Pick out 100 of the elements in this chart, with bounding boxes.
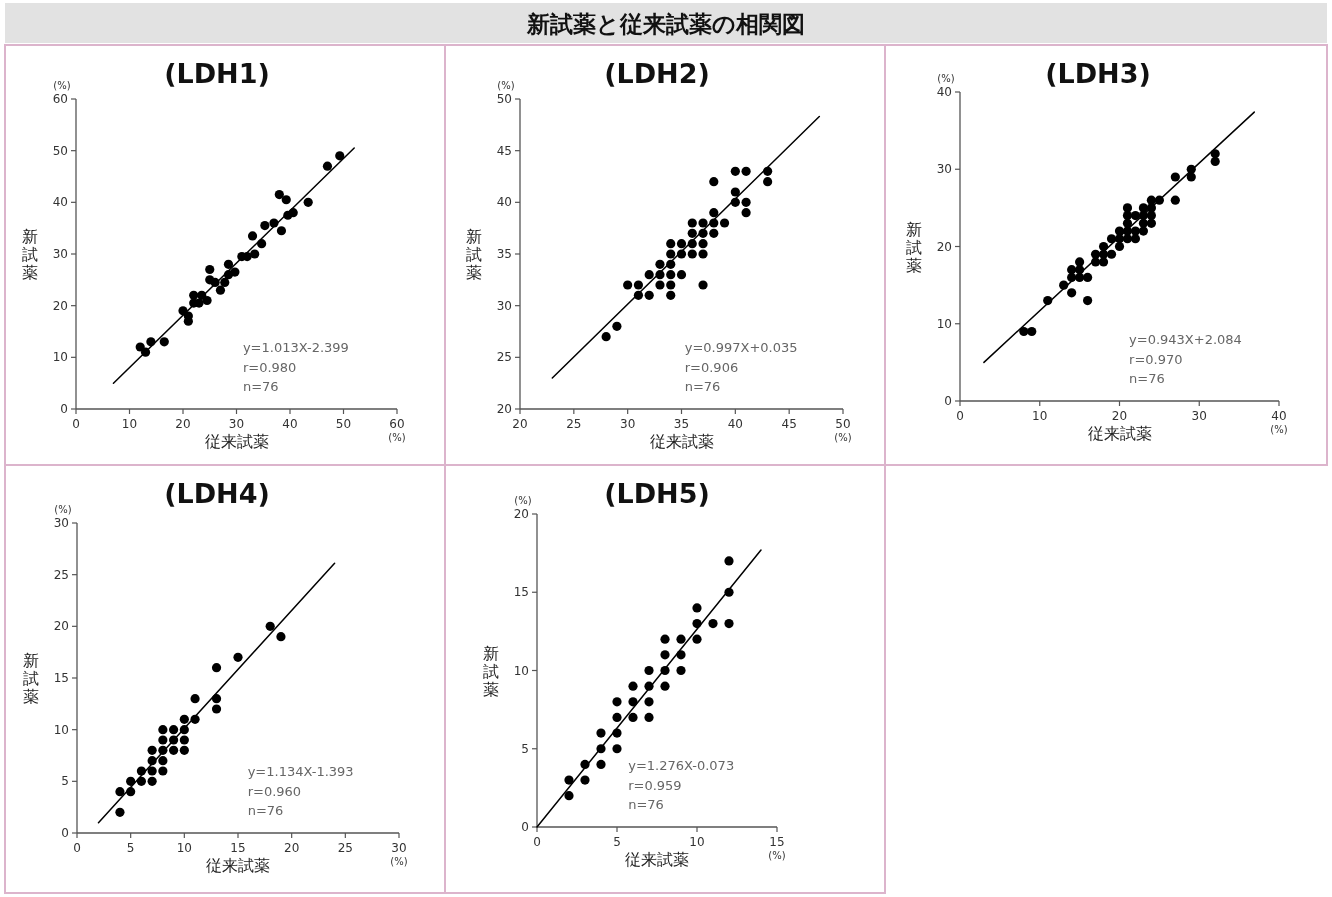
point	[147, 766, 157, 776]
point	[190, 694, 200, 704]
x-tick-label: 25	[566, 417, 582, 431]
x-tick-label: 10	[1032, 409, 1048, 423]
point	[730, 187, 740, 197]
text: (%)	[768, 850, 786, 861]
x-tick-label: 20	[284, 841, 300, 855]
x-tick-label: 40	[282, 417, 298, 431]
y-tick-label: 50	[52, 143, 68, 158]
annotation: r=0.970	[1129, 351, 1183, 367]
point	[169, 745, 179, 755]
point	[115, 787, 125, 797]
point	[623, 280, 633, 290]
point	[1122, 234, 1133, 244]
point	[211, 663, 222, 673]
point	[698, 239, 708, 249]
point	[205, 264, 215, 275]
y-axis-title: 新試薬	[466, 227, 482, 282]
point	[1186, 172, 1196, 182]
y-tick-label: 40	[496, 195, 512, 210]
point	[708, 618, 718, 629]
point	[158, 756, 168, 766]
x-tick-label: 0	[72, 417, 80, 431]
point	[247, 231, 258, 241]
point	[169, 725, 179, 735]
point	[666, 239, 676, 249]
y-tick-label: 5	[61, 774, 69, 789]
chart-title: (LDH3)	[1045, 58, 1151, 89]
x-axis-title: 従来試薬	[204, 432, 269, 451]
point	[215, 285, 226, 295]
annotation: y=0.997X+0.035	[684, 340, 798, 355]
point	[564, 791, 574, 801]
y-tick-label: 40	[936, 85, 952, 99]
point	[660, 650, 670, 660]
chart-title: (LDH2)	[604, 58, 710, 89]
point	[741, 166, 751, 176]
point	[763, 177, 773, 187]
point	[730, 166, 740, 176]
y-tick-label: 25	[496, 350, 512, 365]
x-axis-title: 従来試薬	[1087, 424, 1152, 443]
annotation: y=0.943X+2.084	[1129, 332, 1242, 347]
x-tick-label: 25	[337, 841, 353, 855]
x-tick-label: 50	[335, 417, 352, 431]
x-tick-label: 30	[620, 417, 636, 431]
y-tick-label: 0	[944, 394, 952, 408]
point	[179, 745, 189, 755]
point	[628, 681, 638, 691]
point	[655, 259, 665, 269]
annotation: r=0.960	[247, 783, 302, 799]
point	[135, 342, 145, 352]
point	[335, 151, 345, 161]
point	[322, 161, 333, 171]
point	[612, 712, 622, 723]
y-axis-title: 新試薬	[906, 219, 922, 275]
y-tick-label: 30	[52, 247, 68, 261]
point	[1122, 218, 1133, 228]
x-tick-label: 10	[689, 835, 705, 849]
x-axis-title: 従来試薬	[649, 432, 714, 451]
point	[676, 634, 686, 644]
point	[220, 277, 230, 288]
point	[276, 632, 286, 642]
y-tick-label: 40	[52, 195, 68, 210]
x-tick-label: 20	[1111, 409, 1128, 423]
point	[1130, 211, 1141, 221]
y-axis-title: 新試薬	[22, 227, 38, 282]
text: (%)	[390, 856, 408, 867]
point	[596, 759, 606, 769]
point	[692, 603, 702, 613]
y-tick-label: 20	[513, 507, 529, 521]
x-tick-label: 30	[391, 841, 407, 855]
x-tick-label: 15	[230, 841, 246, 855]
point	[601, 332, 611, 342]
point	[1067, 265, 1077, 275]
y-tick-label: 15	[53, 671, 69, 685]
point	[202, 295, 212, 306]
y-tick-label: 20	[52, 298, 68, 313]
point	[179, 735, 189, 745]
point	[741, 197, 751, 207]
point	[660, 681, 670, 691]
point	[628, 712, 638, 723]
point	[698, 218, 708, 228]
point	[724, 618, 734, 629]
chart-title: (LDH5)	[604, 478, 710, 509]
point	[692, 634, 702, 644]
point	[628, 697, 638, 707]
point	[660, 634, 670, 644]
x-tick-label: 50	[835, 417, 851, 431]
y-tick-label: 35	[496, 247, 512, 261]
point	[687, 249, 697, 259]
x-tick-label: 5	[613, 835, 621, 849]
point	[158, 725, 168, 735]
point	[709, 228, 719, 238]
point	[741, 208, 751, 218]
annotation: r=0.906	[684, 359, 739, 375]
point	[687, 228, 697, 238]
point	[158, 766, 168, 776]
point	[211, 694, 222, 704]
y-tick-label: 0	[61, 826, 69, 840]
point	[564, 775, 574, 785]
y-tick-label: 45	[496, 143, 512, 158]
